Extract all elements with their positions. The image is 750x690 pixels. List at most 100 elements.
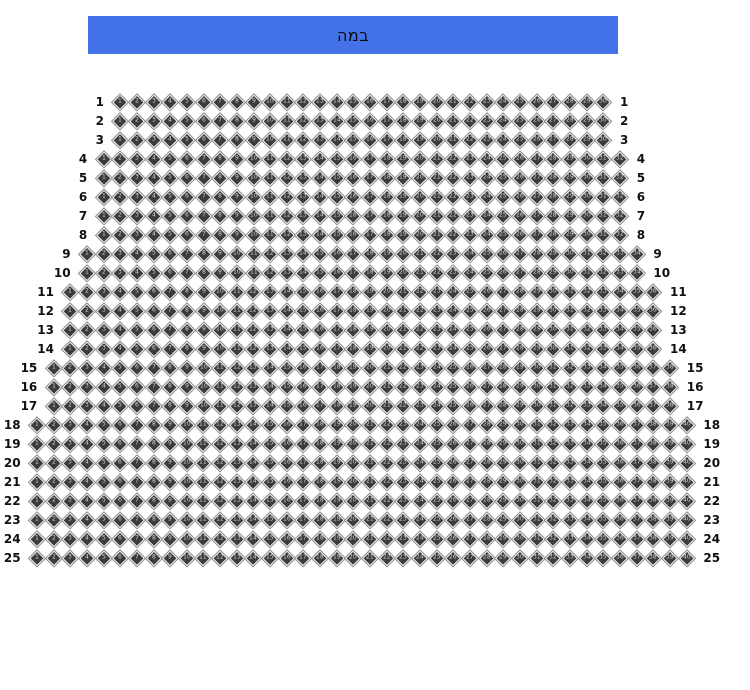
seat-row16-num30[interactable]: 30 xyxy=(527,378,546,397)
seat-row1-num25[interactable]: 25 xyxy=(511,93,529,112)
seat-row11-num15[interactable]: 15 xyxy=(294,283,313,302)
seat-row17-num25[interactable]: 25 xyxy=(444,397,463,416)
seat-row1-num27[interactable]: 27 xyxy=(544,93,563,112)
seat-row11-num34[interactable]: 34 xyxy=(611,283,629,302)
seat-row20-num11[interactable]: 11 xyxy=(194,454,213,473)
seat-row22-num7[interactable]: 7 xyxy=(128,492,146,511)
seat-row13-num8[interactable]: 8 xyxy=(178,321,196,340)
seat-row13-num17[interactable]: 17 xyxy=(327,321,346,340)
seat-row25-num36[interactable]: 36 xyxy=(611,549,629,568)
seat-row23-num11[interactable]: 11 xyxy=(194,511,213,530)
seat-row2-num11[interactable]: 11 xyxy=(277,112,296,131)
seat-row23-num20[interactable]: 20 xyxy=(344,511,363,530)
seat-row20-num2[interactable]: 2 xyxy=(44,454,63,473)
seat-row4-num2[interactable]: 2 xyxy=(111,150,130,169)
seat-row24-num34[interactable]: 34 xyxy=(577,530,596,549)
seat-row11-num16[interactable]: 16 xyxy=(311,283,329,302)
seat-row14-num13[interactable]: 13 xyxy=(261,340,279,359)
seat-row21-num14[interactable]: 14 xyxy=(244,473,263,492)
seat-row5-num2[interactable]: 2 xyxy=(111,169,130,188)
seat-row17-num21[interactable]: 21 xyxy=(377,397,396,416)
seat-row23-num37[interactable]: 37 xyxy=(627,511,646,530)
seat-row23-num32[interactable]: 32 xyxy=(544,511,563,530)
seat-row7-num30[interactable]: 30 xyxy=(577,207,596,226)
seat-row23-num19[interactable]: 19 xyxy=(327,511,346,530)
seat-row13-num36[interactable]: 36 xyxy=(644,321,663,340)
seat-row12-num18[interactable]: 18 xyxy=(344,302,363,321)
seat-row24-num30[interactable]: 30 xyxy=(511,530,529,549)
seat-row4-num21[interactable]: 21 xyxy=(427,150,446,169)
seat-row13-num22[interactable]: 22 xyxy=(411,321,429,340)
seat-row20-num13[interactable]: 13 xyxy=(227,454,246,473)
seat-row7-num6[interactable]: 6 xyxy=(178,207,196,226)
seat-row20-num6[interactable]: 6 xyxy=(111,454,130,473)
seat-row16-num34[interactable]: 34 xyxy=(594,378,613,397)
seat-row10-num19[interactable]: 19 xyxy=(377,264,396,283)
seat-row3-num20[interactable]: 20 xyxy=(427,131,446,150)
seat-row17-num35[interactable]: 35 xyxy=(611,397,629,416)
seat-row4-num31[interactable]: 31 xyxy=(594,150,613,169)
seat-row14-num30[interactable]: 30 xyxy=(544,340,563,359)
seat-row9-num26[interactable]: 26 xyxy=(494,245,513,264)
seat-row16-num15[interactable]: 15 xyxy=(277,378,296,397)
seat-row19-num12[interactable]: 12 xyxy=(211,435,229,454)
seat-row13-num13[interactable]: 13 xyxy=(261,321,279,340)
seat-row16-num9[interactable]: 9 xyxy=(178,378,196,397)
seat-row12-num13[interactable]: 13 xyxy=(261,302,279,321)
seat-row24-num5[interactable]: 5 xyxy=(94,530,113,549)
seat-row22-num30[interactable]: 30 xyxy=(511,492,529,511)
seat-row19-num29[interactable]: 29 xyxy=(494,435,513,454)
seat-row16-num28[interactable]: 28 xyxy=(494,378,513,397)
seat-row23-num16[interactable]: 16 xyxy=(277,511,296,530)
seat-row16-num25[interactable]: 25 xyxy=(444,378,463,397)
seat-row11-num10[interactable]: 10 xyxy=(211,283,230,302)
seat-row22-num28[interactable]: 28 xyxy=(477,492,496,511)
seat-row8-num2[interactable]: 2 xyxy=(111,226,130,245)
seat-row20-num25[interactable]: 25 xyxy=(427,454,446,473)
seat-row17-num5[interactable]: 5 xyxy=(111,397,130,416)
seat-row19-num34[interactable]: 34 xyxy=(577,435,596,454)
seat-row6-num2[interactable]: 2 xyxy=(111,188,130,207)
seat-row20-num5[interactable]: 5 xyxy=(94,454,113,473)
seat-row17-num23[interactable]: 23 xyxy=(411,397,429,416)
seat-row3-num4[interactable]: 4 xyxy=(161,131,180,150)
seat-row15-num9[interactable]: 9 xyxy=(178,359,196,378)
seat-row5-num6[interactable]: 6 xyxy=(178,169,196,188)
seat-row9-num30[interactable]: 30 xyxy=(561,245,579,264)
seat-row9-num12[interactable]: 12 xyxy=(261,245,279,264)
seat-row17-num3[interactable]: 3 xyxy=(78,397,96,416)
seat-row13-num19[interactable]: 19 xyxy=(361,321,379,340)
seat-row15-num5[interactable]: 5 xyxy=(111,359,130,378)
seat-row21-num17[interactable]: 17 xyxy=(294,473,313,492)
seat-row1-num19[interactable]: 19 xyxy=(411,93,429,112)
seat-row12-num9[interactable]: 9 xyxy=(194,302,213,321)
seat-row10-num28[interactable]: 28 xyxy=(527,264,546,283)
seat-row22-num38[interactable]: 38 xyxy=(644,492,663,511)
seat-row21-num29[interactable]: 29 xyxy=(494,473,513,492)
seat-row15-num33[interactable]: 33 xyxy=(577,359,596,378)
seat-row8-num5[interactable]: 5 xyxy=(161,226,180,245)
seat-row19-num15[interactable]: 15 xyxy=(261,435,279,454)
seat-row14-num32[interactable]: 32 xyxy=(577,340,596,359)
seat-row19-num21[interactable]: 21 xyxy=(361,435,379,454)
seat-row14-num19[interactable]: 19 xyxy=(361,340,379,359)
seat-row18-num34[interactable]: 34 xyxy=(577,416,596,435)
seat-row23-num26[interactable]: 26 xyxy=(444,511,463,530)
seat-row8-num16[interactable]: 16 xyxy=(344,226,363,245)
seat-row7-num31[interactable]: 31 xyxy=(594,207,613,226)
seat-row24-num10[interactable]: 10 xyxy=(177,530,196,549)
seat-row14-num33[interactable]: 33 xyxy=(594,340,613,359)
seat-row23-num15[interactable]: 15 xyxy=(261,511,279,530)
seat-row20-num32[interactable]: 32 xyxy=(544,454,563,473)
seat-row23-num22[interactable]: 22 xyxy=(377,511,396,530)
seat-row22-num13[interactable]: 13 xyxy=(227,492,246,511)
seat-row5-num9[interactable]: 9 xyxy=(228,169,246,188)
seat-row1-num28[interactable]: 28 xyxy=(561,93,579,112)
seat-row20-num9[interactable]: 9 xyxy=(161,454,180,473)
seat-row11-num18[interactable]: 18 xyxy=(344,283,363,302)
seat-row19-num36[interactable]: 36 xyxy=(611,435,629,454)
seat-row21-num33[interactable]: 33 xyxy=(561,473,579,492)
seat-row15-num26[interactable]: 26 xyxy=(461,359,479,378)
seat-row12-num25[interactable]: 25 xyxy=(461,302,479,321)
seat-row13-num1[interactable]: 1 xyxy=(61,321,80,340)
